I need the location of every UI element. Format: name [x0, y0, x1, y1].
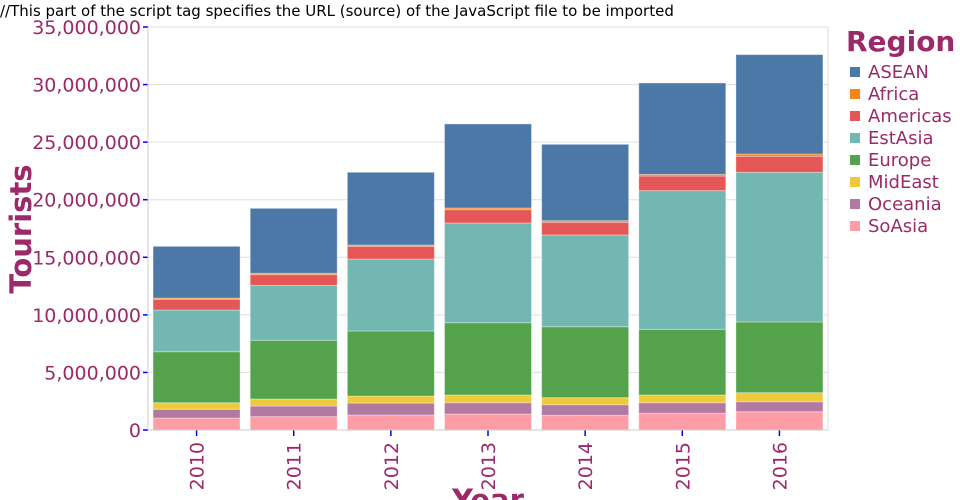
- legend-swatch-soasia: [850, 221, 860, 231]
- legend-title: Region: [846, 25, 955, 58]
- legend-swatch-estasia: [850, 133, 860, 143]
- bar-segment-oceania-2012: [346, 402, 435, 416]
- bar-segment-estasia-2015: [638, 190, 727, 330]
- bar-segment-asean-2016: [735, 54, 824, 155]
- legend-label-oceania: Oceania: [868, 194, 942, 215]
- x-tick-label: 2011: [284, 442, 306, 490]
- x-axis-title: Year: [451, 483, 525, 500]
- legend-label-soasia: SoAsia: [868, 216, 928, 237]
- legend-label-estasia: EstAsia: [868, 128, 934, 149]
- y-tick-label: 35,000,000: [32, 17, 141, 39]
- legend-swatch-oceania: [850, 199, 860, 209]
- bar-segment-estasia-2011: [249, 284, 338, 341]
- bar-segment-europe-2015: [638, 328, 727, 396]
- bar-segment-oceania-2016: [735, 401, 824, 413]
- bar-segment-oceania-2011: [249, 405, 338, 418]
- bar-segment-asean-2015: [638, 82, 727, 175]
- bar-segment-soasia-2014: [541, 414, 630, 431]
- bar-segment-mideast-2010: [152, 402, 241, 410]
- bar-segment-americas-2013: [444, 209, 532, 224]
- legend-label-americas: Americas: [868, 106, 952, 127]
- bar-segment-estasia-2012: [346, 258, 435, 332]
- x-tick-label: 2016: [769, 442, 791, 490]
- bar-segment-europe-2011: [249, 339, 338, 400]
- bar-segment-soasia-2013: [444, 413, 532, 431]
- x-tick-label: 2010: [187, 442, 209, 490]
- y-tick-label: 10,000,000: [32, 305, 141, 327]
- x-tick-label: 2015: [672, 442, 694, 490]
- y-tick-label: 0: [129, 420, 141, 442]
- bar-segment-americas-2011: [249, 274, 338, 286]
- bar-segment-asean-2013: [444, 123, 532, 209]
- bar-segment-soasia-2010: [152, 417, 241, 431]
- x-tick-label: 2013: [478, 442, 500, 490]
- y-tick-label: 30,000,000: [32, 75, 141, 97]
- bar-segment-oceania-2010: [152, 408, 241, 419]
- bar-segment-asean-2014: [541, 143, 630, 222]
- script-comment-text: //This part of the script tag specifies …: [0, 2, 674, 20]
- bar-segment-estasia-2010: [152, 309, 241, 353]
- bar-segment-africa-2010: [152, 297, 241, 300]
- legend-swatch-asean: [850, 67, 860, 77]
- bar-segment-americas-2014: [541, 221, 630, 236]
- legend-label-europe: Europe: [868, 150, 931, 171]
- bar-segment-europe-2013: [444, 322, 532, 396]
- legend-swatch-europe: [850, 155, 860, 165]
- bar-segment-africa-2016: [735, 153, 824, 157]
- bar-segment-americas-2015: [638, 175, 727, 192]
- y-tick-label: 5,000,000: [44, 362, 141, 384]
- y-axis-title: Tourists: [4, 164, 38, 293]
- bar-segment-americas-2012: [346, 245, 435, 260]
- bar-segment-europe-2010: [152, 351, 241, 404]
- bar-segment-estasia-2013: [444, 222, 532, 324]
- bar-segment-europe-2014: [541, 326, 630, 399]
- bar-segment-europe-2012: [346, 330, 435, 397]
- legend-label-asean: ASEAN: [868, 62, 929, 83]
- bar-segment-americas-2016: [735, 155, 824, 173]
- bar-segment-europe-2016: [735, 321, 824, 394]
- bar-segment-soasia-2011: [249, 416, 338, 431]
- bar-segment-mideast-2011: [249, 398, 338, 407]
- bar-segment-mideast-2015: [638, 394, 727, 404]
- bar-segment-mideast-2016: [735, 392, 824, 403]
- x-tick-label: 2014: [575, 442, 597, 490]
- bar-segment-soasia-2016: [735, 411, 824, 431]
- bar-segment-estasia-2016: [735, 171, 824, 323]
- legend-label-mideast: MidEast: [868, 172, 939, 193]
- bar-segment-mideast-2012: [346, 395, 435, 404]
- bar-segment-mideast-2013: [444, 394, 532, 404]
- legend-swatch-americas: [850, 111, 860, 121]
- x-tick-label: 2012: [381, 442, 403, 490]
- bar-segment-asean-2012: [346, 171, 435, 246]
- legend-swatch-africa: [850, 89, 860, 99]
- legend-swatch-mideast: [850, 177, 860, 187]
- bar-segment-soasia-2012: [346, 414, 435, 431]
- bar-segment-estasia-2014: [541, 234, 630, 328]
- bar-segment-oceania-2013: [444, 402, 532, 415]
- y-tick-label: 20,000,000: [32, 190, 141, 212]
- bar-segment-asean-2011: [249, 207, 338, 274]
- y-tick-label: 15,000,000: [32, 247, 141, 269]
- bar-segment-oceania-2014: [541, 404, 630, 416]
- bar-segment-asean-2010: [152, 245, 241, 299]
- bar-segment-americas-2010: [152, 298, 241, 311]
- legend-label-africa: Africa: [868, 84, 919, 105]
- y-tick-label: 25,000,000: [32, 132, 141, 154]
- bar-segment-oceania-2015: [638, 402, 727, 414]
- bar-segment-mideast-2014: [541, 397, 630, 406]
- bar-segment-soasia-2015: [638, 412, 727, 431]
